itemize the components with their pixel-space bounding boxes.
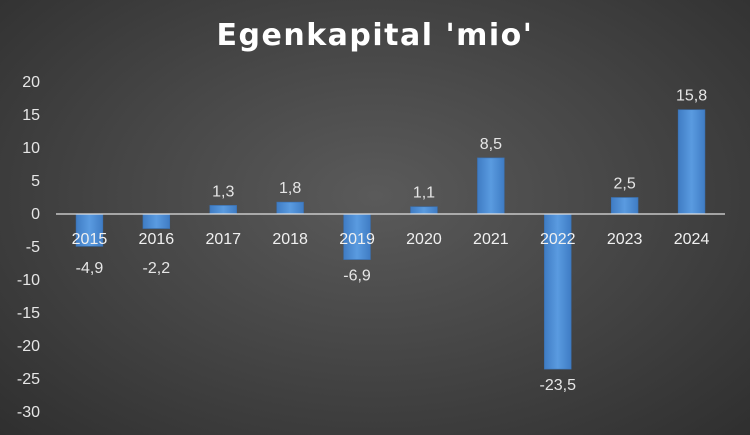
x-category-label: 2024	[674, 231, 710, 248]
bar	[410, 206, 438, 215]
data-label: 1,8	[279, 180, 301, 197]
y-tick-label: -20	[17, 338, 40, 355]
y-tick-label: 10	[22, 140, 40, 157]
data-label: -23,5	[540, 377, 577, 394]
bar	[209, 205, 237, 215]
data-label: -6,9	[343, 268, 371, 285]
y-tick-label: 0	[31, 206, 40, 223]
data-label: 8,5	[480, 136, 502, 153]
y-tick-label: 15	[22, 107, 40, 124]
data-label: 1,1	[413, 185, 435, 202]
y-tick-label: 5	[31, 173, 40, 190]
y-tick-label: 20	[22, 74, 40, 91]
data-label: 1,3	[212, 183, 234, 200]
x-category-label: 2015	[72, 231, 108, 248]
bar	[75, 213, 104, 247]
data-label: -4,9	[76, 260, 104, 277]
y-tick-label: -25	[17, 371, 40, 388]
bar	[142, 213, 171, 229]
y-tick-label: -5	[26, 239, 40, 256]
data-label: 15,8	[676, 88, 707, 105]
x-category-label: 2019	[339, 231, 375, 248]
bar	[276, 201, 304, 215]
bar	[544, 213, 572, 370]
bar	[677, 109, 706, 215]
y-tick-label: -10	[17, 272, 40, 289]
y-tick-label: -15	[17, 305, 40, 322]
x-category-label: 2021	[473, 231, 509, 248]
bar	[610, 197, 639, 215]
x-category-label: 2020	[406, 231, 442, 248]
x-category-label: 2018	[272, 231, 308, 248]
data-label: -2,2	[143, 260, 171, 277]
data-label: 2,5	[614, 176, 636, 193]
x-category-label: 2016	[139, 231, 175, 248]
x-category-label: 2017	[205, 231, 241, 248]
y-tick-label: -30	[17, 404, 40, 421]
chart-title: Egenkapital 'mio'	[216, 18, 534, 53]
x-category-label: 2023	[607, 231, 643, 248]
x-category-label: 2022	[540, 231, 576, 248]
bar	[477, 157, 505, 215]
